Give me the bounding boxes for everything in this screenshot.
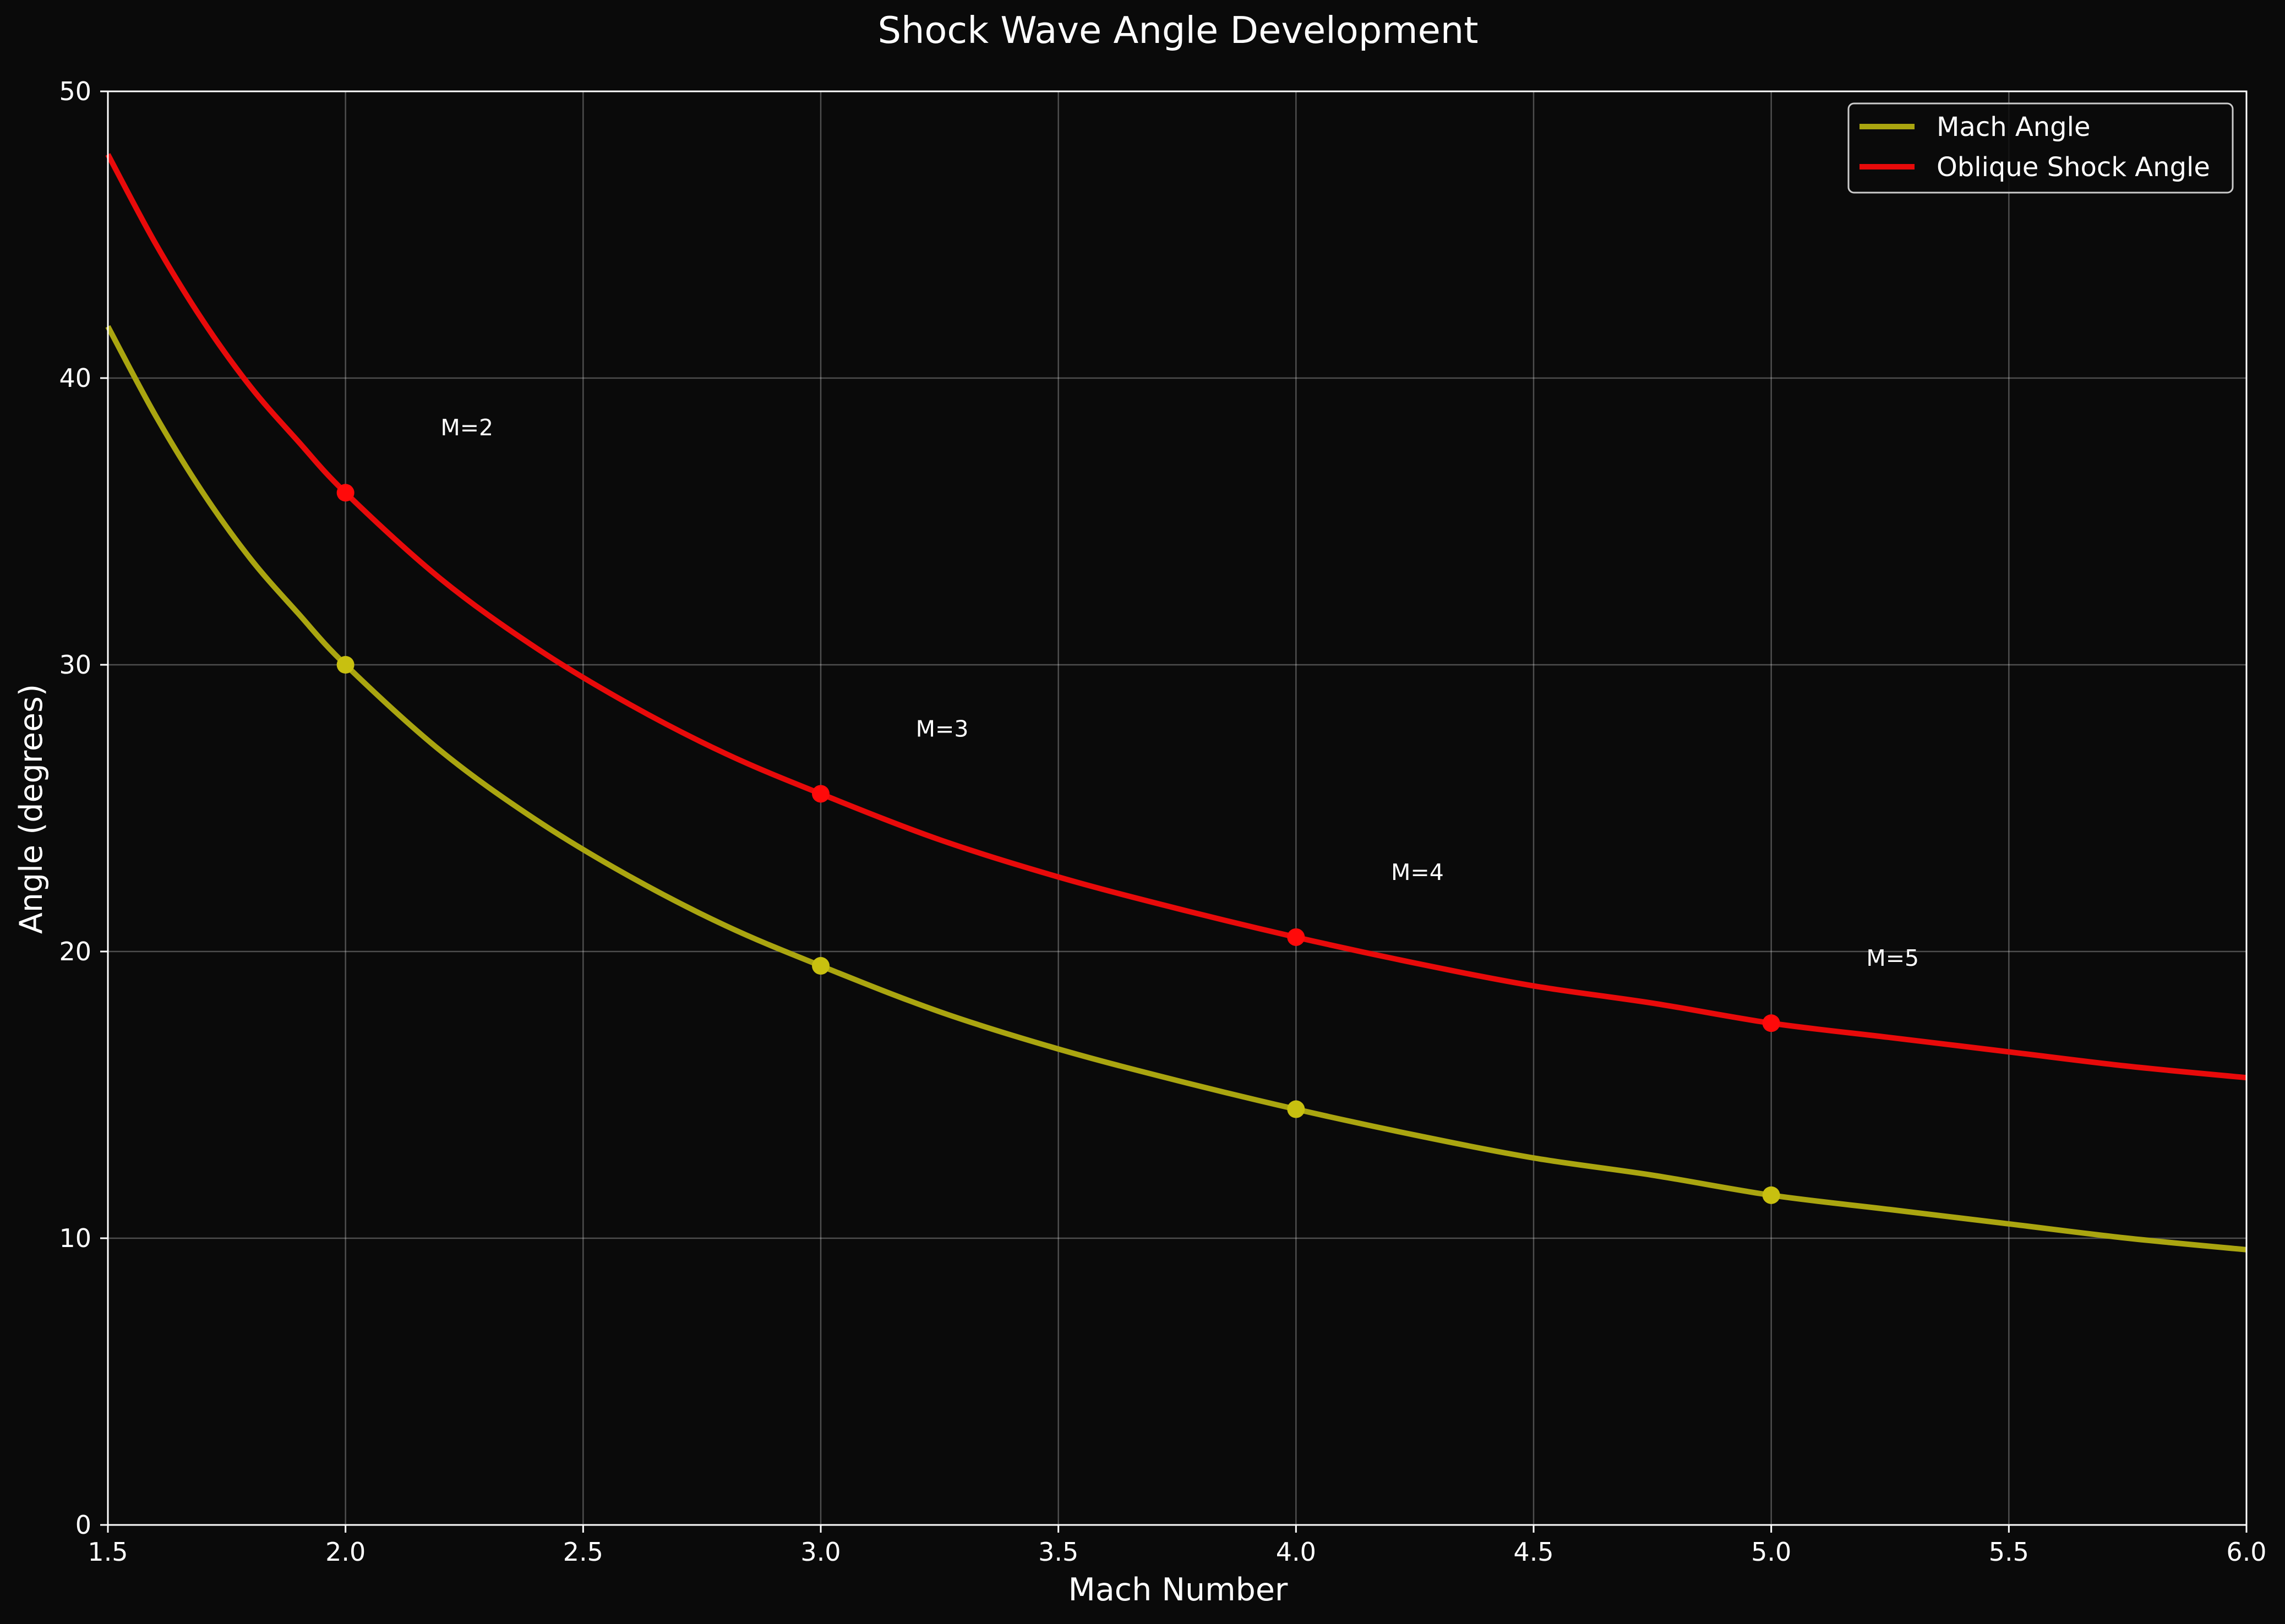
y-tick-label: 50: [59, 76, 91, 106]
y-tick-label: 0: [75, 1510, 91, 1540]
x-tick-label: 1.5: [88, 1537, 128, 1567]
plot-frame: [107, 90, 2248, 1526]
y-tick-label: 40: [59, 363, 91, 393]
x-tick-label: 6.0: [2226, 1537, 2266, 1567]
legend-label-oblique-shock-angle: Oblique Shock Angle: [1937, 152, 2210, 183]
oblique-shock-angle-line: [105, 153, 2247, 1081]
x-tick-label: 2.0: [325, 1537, 366, 1567]
chart-title: Shock Wave Angle Development: [877, 9, 1478, 52]
x-tick-label: 4.0: [1276, 1537, 1316, 1567]
legend-box: [1847, 102, 2234, 194]
mach-angle-marker: [1762, 1186, 1780, 1204]
annotations: M=2 M=3 M=4 M=5: [440, 414, 1919, 971]
legend-label-mach-angle: Mach Angle: [1937, 112, 2091, 143]
annotation-label: M=2: [440, 414, 493, 441]
annotation-label: M=5: [1866, 945, 1919, 971]
y-tick-label: 20: [59, 937, 91, 966]
x-tick-label: 4.5: [1513, 1537, 1553, 1567]
mach-angle-marker: [812, 957, 830, 975]
x-tick-label: 3.0: [800, 1537, 841, 1567]
oblique-shock-angle-marker: [1287, 928, 1305, 946]
series-layer: [105, 153, 2247, 1253]
mach-angle-marker: [1287, 1100, 1305, 1118]
axis-ticks: 1.5 2.0 2.5 3.0 3.5 4.0 4.5 5.0 5.5 6.0 0 10 20 30 40 5…: [59, 76, 2266, 1567]
annotation-label: M=3: [916, 715, 969, 742]
y-axis-title: Angle (degrees): [13, 684, 50, 934]
x-tick-label: 3.5: [1038, 1537, 1078, 1567]
y-tick-label: 10: [59, 1223, 91, 1253]
oblique-shock-angle-marker: [336, 484, 355, 502]
x-axis-title: Mach Number: [1068, 1572, 1288, 1608]
oblique-shock-angle-marker: [812, 785, 830, 803]
mach-angle-marker: [336, 656, 355, 674]
y-tick-label: 30: [59, 650, 91, 680]
annotation-label: M=4: [1391, 859, 1444, 885]
x-tick-label: 2.5: [563, 1537, 603, 1567]
mach-angle-line: [105, 325, 2247, 1253]
oblique-shock-angle-marker: [1762, 1014, 1780, 1032]
legend: Mach Angle Oblique Shock Angle: [1847, 102, 2234, 194]
x-tick-label: 5.0: [1751, 1537, 1791, 1567]
x-tick-label: 5.5: [1989, 1537, 2029, 1567]
